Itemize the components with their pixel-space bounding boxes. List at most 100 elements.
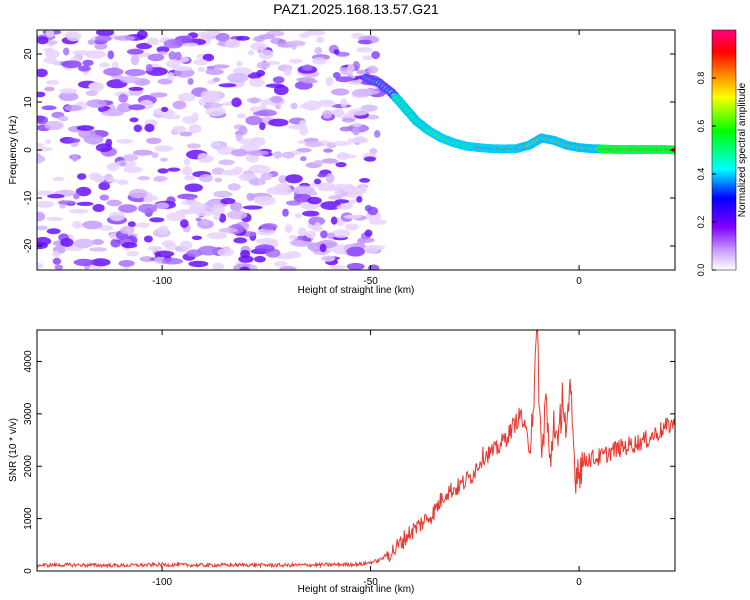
spectrogram-noise-blob	[183, 175, 196, 181]
spectrogram-noise-blob	[154, 250, 175, 258]
spectrogram-noise-blob	[255, 195, 276, 206]
spectrogram-noise-blob	[138, 203, 158, 214]
spectrogram-noise-blob	[343, 214, 362, 219]
chart-title: PAZ1.2025.168.13.57.G21	[273, 1, 439, 17]
spectrogram-noise-blob	[273, 151, 283, 159]
spectrogram-noise-blob	[248, 164, 271, 174]
spectrogram-noise-blob	[290, 43, 297, 50]
spectrogram-noise-blob	[344, 223, 359, 231]
spectrogram-noise-blob	[135, 222, 150, 228]
spectrogram-noise-blob	[313, 178, 322, 185]
spectrogram-noise-blob	[197, 245, 219, 256]
spectrogram-noise-blob	[188, 124, 202, 134]
spectrogram-noise-blob	[106, 178, 119, 183]
colorbar-tick-label: 0.8	[696, 72, 706, 85]
spectrogram-noise-blob	[191, 235, 203, 240]
spectrogram-noise-blob	[37, 200, 55, 208]
spectrogram-noise-blob	[120, 75, 141, 84]
spectrogram-noise-blob	[72, 50, 93, 56]
spectrogram-noise-blob	[95, 30, 115, 37]
spectrogram-marks	[37, 30, 675, 270]
spectrogram-noise-blob	[52, 176, 65, 182]
spectrogram-noise-blob	[336, 204, 351, 210]
spectrogram-noise-blob	[149, 217, 165, 223]
colorbar-label: Normalized spectral amplitude	[737, 82, 748, 217]
snr-x-tick-label: 0	[576, 577, 582, 588]
spectrogram-noise-blob	[304, 141, 323, 148]
spectrogram-noise-blob	[299, 120, 307, 127]
spectrogram-noise-blob	[44, 86, 55, 92]
spectrogram-noise-blob	[353, 136, 368, 143]
spectrogram-noise-blob	[323, 148, 334, 153]
spectrogram-noise-blob	[72, 221, 83, 229]
snr-y-tick-label: 0	[23, 568, 34, 574]
snr-frame	[36, 329, 676, 572]
spectrogram-noise-blob	[214, 177, 223, 183]
spectrogram-y-tick-label: 0	[23, 147, 34, 153]
spectrogram-noise-blob	[116, 138, 134, 144]
spectrogram-noise-blob	[37, 154, 46, 164]
spectrogram-noise-blob	[227, 72, 249, 83]
spectrogram-noise-blob	[124, 69, 147, 77]
spectrogram-noise-blob	[371, 51, 380, 60]
spectrogram-noise-blob	[335, 162, 347, 168]
colorbar-tick-label: 0.4	[696, 168, 706, 181]
spectrogram-y-tick-label: 10	[23, 96, 34, 108]
spectrogram-noise-blob	[289, 239, 306, 247]
colorbar: 0.0 0.2 0.4 0.6 0.8 Normalized spectral ampl…	[696, 29, 748, 276]
spectrogram-noise-blob	[128, 86, 144, 91]
spectrogram-noise-blob	[160, 157, 168, 162]
spectrogram-noise-blob	[272, 76, 285, 84]
spectrogram-noise-blob	[318, 186, 337, 192]
spectrogram-noise-blob	[76, 201, 94, 206]
spectrogram-noise-blob	[348, 108, 369, 116]
spectrogram-noise-blob	[260, 99, 268, 109]
spectrogram-noise-blob	[218, 227, 238, 233]
spectrogram-noise-blob	[307, 196, 322, 205]
spectrogram-noise-blob	[334, 199, 350, 204]
spectrogram-noise-blob	[248, 78, 265, 88]
spectrogram-noise-blob	[46, 216, 63, 222]
spectrogram-noise-blob	[268, 118, 289, 127]
spectrogram-noise-blob	[205, 106, 226, 117]
spectrogram-noise-blob	[281, 151, 295, 159]
spectrogram-noise-blob	[367, 264, 380, 270]
spectrogram-noise-blob	[254, 255, 266, 263]
spectrogram-noise-blob	[95, 143, 112, 153]
spectrogram-noise-blob	[274, 183, 291, 191]
spectrogram-noise-blob	[168, 51, 177, 60]
spectrogram-noise-blob	[68, 209, 89, 214]
spectrogram-noise-blob	[161, 257, 183, 265]
spectrogram-noise-blob	[151, 152, 159, 159]
spectrogram-noise-blob	[238, 255, 254, 263]
spectrogram-noise-blob	[317, 101, 336, 107]
spectrogram-noise-blob	[330, 216, 338, 225]
spectrogram-noise-blob	[86, 99, 107, 108]
spectrogram-noise-blob	[41, 105, 57, 111]
colorbar-gradient	[711, 29, 737, 271]
snr-x-label: Height of straight line (km)	[298, 584, 415, 595]
spectrogram-noise-blob	[238, 138, 258, 145]
spectrogram-noise-blob	[89, 247, 108, 252]
spectrogram-noise-blob	[37, 115, 48, 125]
colorbar-ticks: 0.0 0.2 0.4 0.6 0.8	[696, 72, 716, 276]
spectrogram-noise-blob	[231, 149, 248, 157]
spectrogram-noise-blob	[213, 190, 233, 198]
spectrogram-noise-blob	[247, 264, 258, 270]
spectrogram-noise-blob	[73, 258, 95, 266]
spectrogram-noise-blob	[288, 235, 299, 240]
spectrogram-noise-blob	[87, 39, 96, 45]
spectrogram-noise-blob	[257, 228, 276, 236]
spectrogram-noise-blob	[356, 69, 368, 75]
spectrogram-noise-blob	[147, 246, 163, 251]
spectrogram-noise-blob	[254, 244, 275, 253]
spectrogram-noise-blob	[215, 32, 230, 42]
spectrogram-noise-blob	[217, 248, 235, 257]
spectrogram-noise-blob	[258, 34, 275, 40]
spectrogram-noise-blob	[260, 223, 278, 231]
spectrogram-noise-blob	[92, 204, 105, 212]
spectrogram-noise-blob	[186, 143, 201, 149]
spectrogram-y-tick-label: -10	[23, 190, 34, 205]
spectrogram-noise-blob	[132, 149, 153, 156]
spectrogram-noise-blob	[212, 77, 220, 82]
